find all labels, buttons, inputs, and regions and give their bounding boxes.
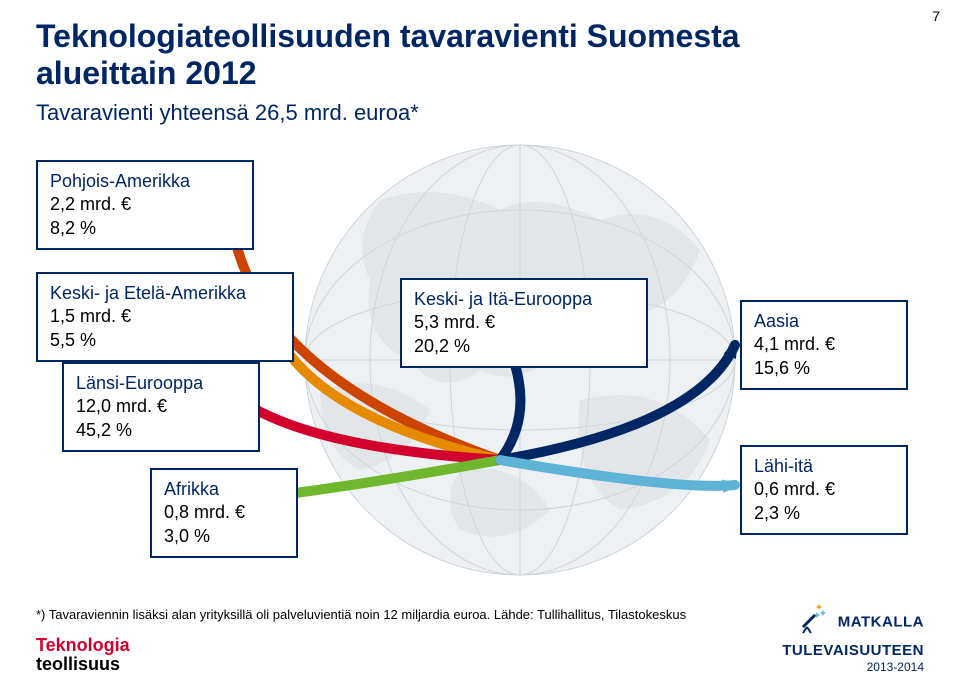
region-name: Afrikka xyxy=(164,478,284,501)
region-value: 1,5 mrd. € xyxy=(50,305,280,328)
slide-title: Teknologiateollisuuden tavaravienti Suom… xyxy=(36,18,740,92)
region-value: 12,0 mrd. € xyxy=(76,395,246,418)
region-share: 20,2 % xyxy=(414,335,634,358)
page-number: 7 xyxy=(932,8,940,24)
region-name: Keski- ja Etelä-Amerikka xyxy=(50,282,280,305)
logo-word-1: Teknologia xyxy=(36,635,130,655)
region-name: Länsi-Eurooppa xyxy=(76,372,246,395)
logo-word-2: teollisuus xyxy=(36,654,120,674)
region-value: 4,1 mrd. € xyxy=(754,333,894,356)
region-box-middle-east: Lähi-itä0,6 mrd. €2,3 % xyxy=(740,445,908,535)
region-value: 2,2 mrd. € xyxy=(50,193,240,216)
region-share: 5,5 % xyxy=(50,329,280,352)
region-name: Lähi-itä xyxy=(754,455,894,478)
region-share: 8,2 % xyxy=(50,217,240,240)
logo-teknologiateollisuus: Teknologia teollisuus xyxy=(36,636,130,674)
logo-right-line1: MATKALLA xyxy=(838,614,924,631)
footnote: *) Tavaraviennin lisäksi alan yrityksill… xyxy=(36,607,686,622)
region-value: 0,8 mrd. € xyxy=(164,501,284,524)
telescope-icon xyxy=(793,603,827,642)
logo-matkalla: MATKALLA TULEVAISUUTEEN 2013-2014 xyxy=(782,603,924,674)
region-value: 0,6 mrd. € xyxy=(754,478,894,501)
region-box-central-south-america: Keski- ja Etelä-Amerikka1,5 mrd. €5,5 % xyxy=(36,272,294,362)
region-box-asia: Aasia4,1 mrd. €15,6 % xyxy=(740,300,908,390)
title-line-1: Teknologiateollisuuden tavaravienti Suom… xyxy=(36,18,740,54)
region-box-north-america: Pohjois-Amerikka2,2 mrd. €8,2 % xyxy=(36,160,254,250)
title-line-2: alueittain 2012 xyxy=(36,55,257,91)
logo-right-years: 2013-2014 xyxy=(782,660,924,674)
region-box-central-eastern-europe: Keski- ja Itä-Eurooppa5,3 mrd. €20,2 % xyxy=(400,278,648,368)
region-name: Pohjois-Amerikka xyxy=(50,170,240,193)
region-share: 45,2 % xyxy=(76,419,246,442)
region-box-africa: Afrikka0,8 mrd. €3,0 % xyxy=(150,468,298,558)
logo-right-line2: TULEVAISUUTEEN xyxy=(782,642,924,659)
region-name: Keski- ja Itä-Eurooppa xyxy=(414,288,634,311)
region-name: Aasia xyxy=(754,310,894,333)
region-share: 3,0 % xyxy=(164,525,284,548)
region-box-western-europe: Länsi-Eurooppa12,0 mrd. €45,2 % xyxy=(62,362,260,452)
region-value: 5,3 mrd. € xyxy=(414,311,634,334)
region-share: 2,3 % xyxy=(754,502,894,525)
region-share: 15,6 % xyxy=(754,357,894,380)
slide-subtitle: Tavaravienti yhteensä 26,5 mrd. euroa* xyxy=(36,100,419,126)
